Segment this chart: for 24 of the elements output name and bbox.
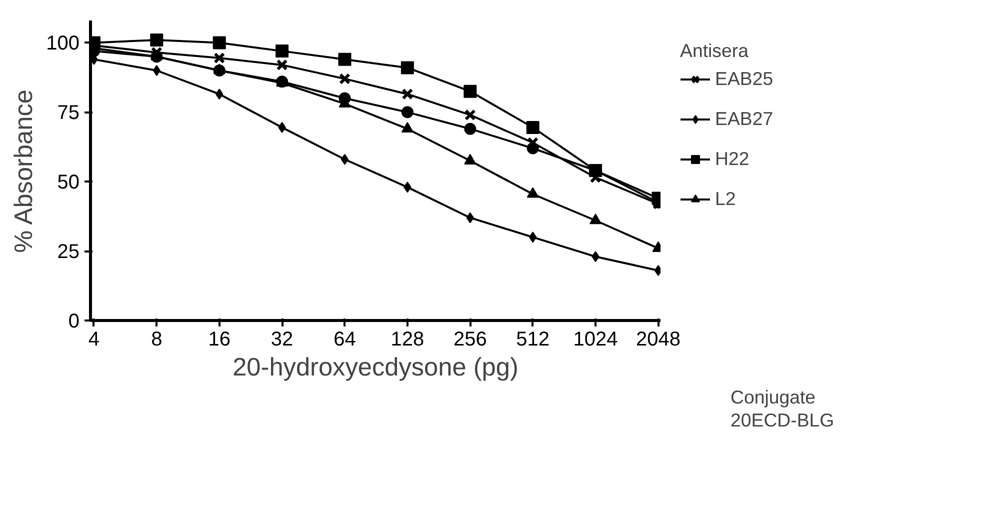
x-tick-label: 2048 [636,328,680,350]
text: 20ECD-BLG [730,410,834,430]
x-tick-label: 4 [88,328,100,350]
legend-label: L2 [715,187,736,211]
y-tick-label: 50 [57,172,80,194]
text: Conjugate [730,386,816,408]
y-tick-label: 75 [57,102,80,124]
x-tick-label: 16 [208,328,230,350]
legend-label: EAB25 [715,67,774,91]
y-axis-title: % Absorbance [10,90,38,253]
legend-label: H22 [715,147,750,171]
x-tick-label: 32 [270,328,294,350]
x-tick-label: 1024 [573,328,618,350]
x-tick-label: 128 [390,328,424,350]
legend-label: EAB27 [715,107,774,131]
x-tick-label: 8 [151,328,162,350]
legend-title: Antisera [680,40,750,62]
x-axis-title: 20-hydroxyecdysone (pg) [232,354,518,382]
y-tick-label: 100 [46,32,80,55]
x-tick-label: 64 [334,328,356,350]
x-tick-label: 512 [516,328,550,350]
y-tick-label: 25 [57,241,80,264]
y-tick-label: 0 [68,310,80,332]
x-tick-label: 256 [453,328,487,350]
